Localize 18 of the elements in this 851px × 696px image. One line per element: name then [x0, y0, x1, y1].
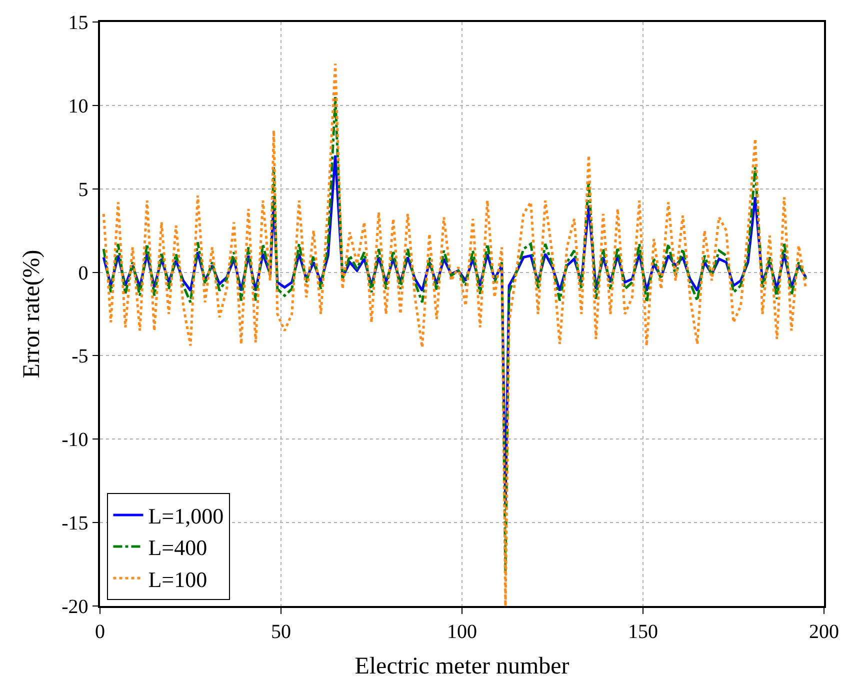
legend-label: L=1,000	[148, 504, 224, 529]
y-tick-label: 0	[78, 262, 88, 284]
x-tick-label: 0	[95, 620, 105, 643]
x-tick-label: 200	[809, 620, 839, 643]
y-axis-title: Error rate(%)	[19, 250, 46, 378]
x-tick-label: 50	[271, 620, 291, 643]
y-tick-label: -10	[62, 429, 88, 452]
y-tick-label: -20	[62, 596, 88, 618]
y-tick-label: 15	[68, 12, 88, 34]
y-tick-label: -15	[62, 512, 88, 535]
y-tick-label: -5	[72, 346, 88, 368]
x-tick-label: 100	[447, 620, 477, 643]
x-tick-label: 150	[628, 620, 658, 643]
x-axis-title: Electric meter number	[354, 654, 570, 680]
y-tick-label: 5	[78, 178, 88, 201]
legend-label: L=100	[148, 566, 208, 592]
y-tick-label: 10	[68, 95, 88, 118]
legend-label: L=400	[148, 535, 208, 560]
